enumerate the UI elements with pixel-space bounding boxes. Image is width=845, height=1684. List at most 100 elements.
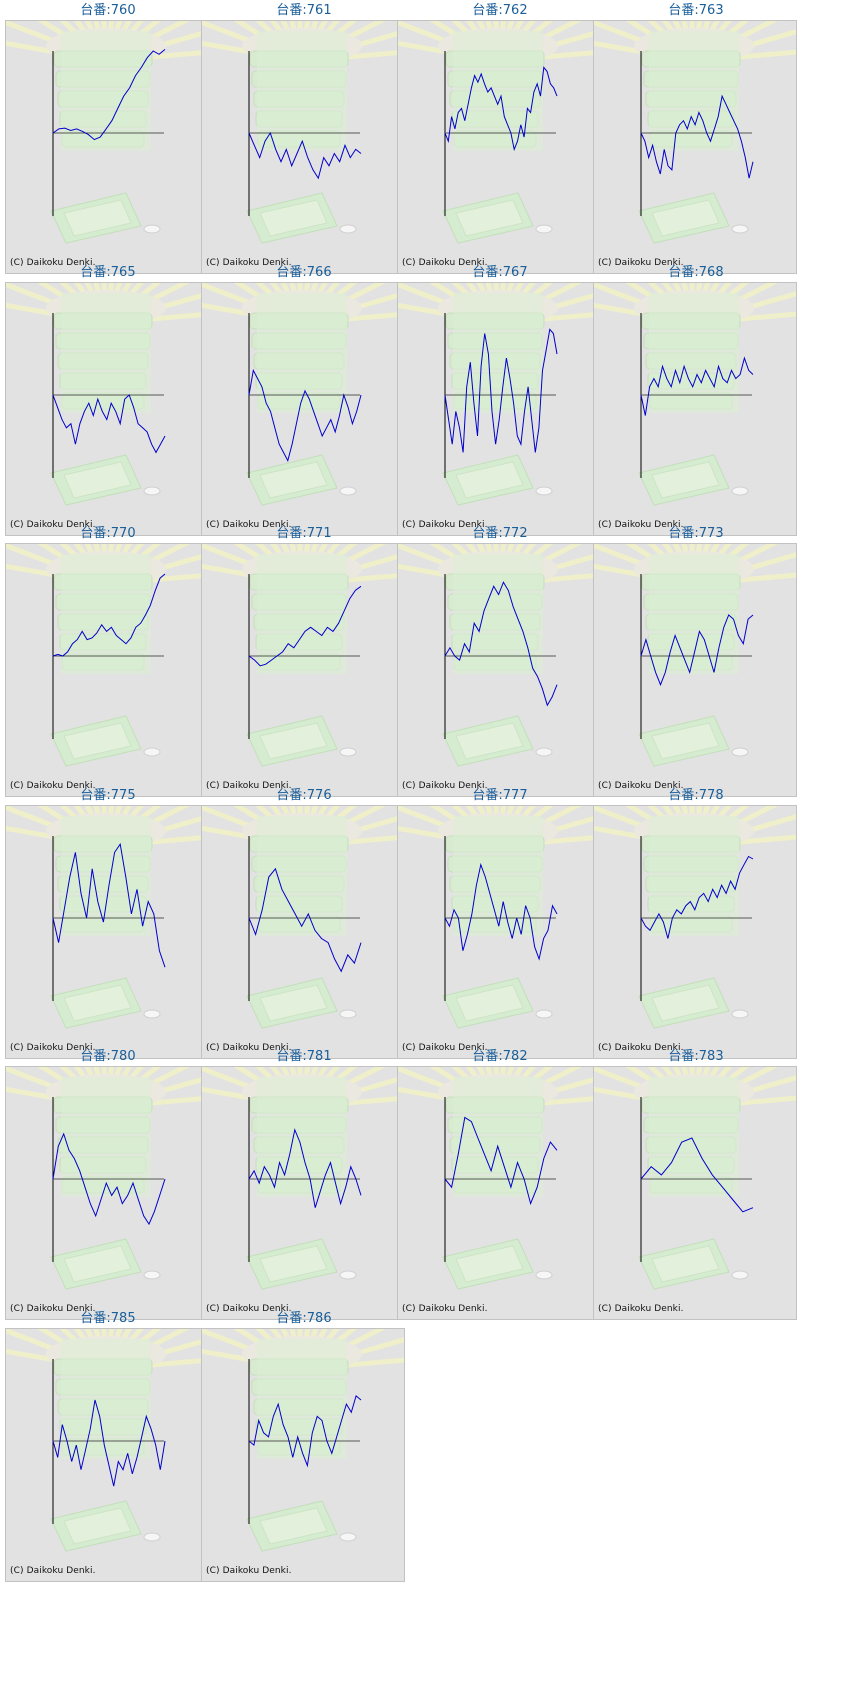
line-chart	[248, 51, 362, 216]
machine-graph-card: 台番:783 (C) Daikoku Denki.	[593, 1046, 799, 1326]
panel-background	[6, 805, 208, 1029]
machine-graph-card: 台番:785 (C) Daikoku Denki.	[5, 1308, 211, 1588]
machine-number-title[interactable]: 台番:783	[668, 1049, 724, 1064]
graph-panel: (C) Daikoku Denki.	[397, 20, 601, 274]
graph-panel: (C) Daikoku Denki.	[5, 804, 209, 1059]
graph-panel: (C) Daikoku Denki.	[5, 1066, 209, 1320]
machine-number-title[interactable]: 台番:760	[80, 3, 136, 18]
machine-number-title[interactable]: 台番:770	[80, 526, 136, 541]
copyright-text: (C) Daikoku Denki.	[402, 1304, 488, 1314]
panel-background	[6, 1067, 208, 1290]
data-series-line	[52, 842, 166, 967]
machine-graph-card: 台番:775 (C) Daikoku Denki.	[5, 785, 211, 1065]
machine-graph-card: 台番:765 (C) Daikoku Denki.	[5, 262, 211, 542]
panel-background	[202, 805, 404, 1029]
machine-number-title[interactable]: 台番:777	[472, 787, 528, 803]
panel-background	[202, 21, 404, 244]
data-series-line	[640, 614, 754, 687]
machine-number-title[interactable]: 台番:768	[668, 264, 724, 280]
line-chart	[248, 1097, 362, 1262]
machine-graph-card: 台番:762 (C) Daikoku Denki.	[397, 0, 603, 280]
data-series-line	[640, 1137, 754, 1213]
graph-panel: (C) Daikoku Denki.	[5, 281, 209, 536]
machine-graph-card: 台番:782 (C) Daikoku Denki.	[397, 1046, 603, 1326]
line-chart	[640, 51, 754, 216]
data-series-line	[52, 573, 166, 657]
line-chart	[248, 312, 362, 478]
data-series-line	[248, 867, 362, 972]
machine-graph-card: 台番:781 (C) Daikoku Denki.	[201, 1046, 407, 1326]
machine-number-title[interactable]: 台番:765	[80, 264, 136, 280]
machine-graph-card: 台番:767 (C) Daikoku Denki.	[397, 262, 603, 542]
copyright-text: (C) Daikoku Denki.	[598, 1304, 684, 1314]
line-chart	[444, 312, 558, 478]
copyright-text: (C) Daikoku Denki.	[206, 1565, 292, 1576]
data-series-line	[640, 855, 754, 939]
graph-panel: (C) Daikoku Denki.	[593, 20, 797, 274]
machine-graph-card: 台番:760 (C) Daikoku Denki.	[5, 0, 211, 280]
copyright-text: (C) Daikoku Denki.	[10, 1565, 96, 1576]
line-chart	[444, 574, 558, 739]
data-series-line	[52, 1132, 166, 1226]
graph-panel: (C) Daikoku Denki.	[397, 804, 601, 1059]
machine-number-title[interactable]: 台番:782	[472, 1049, 528, 1064]
graph-panel: (C) Daikoku Denki.	[397, 543, 601, 797]
graph-panel: (C) Daikoku Denki.	[593, 1066, 797, 1320]
panel-background	[202, 282, 404, 506]
copyright-text: (C) Daikoku Denki.	[10, 519, 96, 530]
graph-panel: (C) Daikoku Denki.	[201, 804, 405, 1059]
graph-panel: (C) Daikoku Denki.	[201, 281, 405, 536]
graph-panel: (C) Daikoku Denki.	[5, 543, 209, 797]
machine-number-title[interactable]: 台番:772	[472, 526, 528, 541]
line-chart	[640, 1097, 754, 1262]
data-series-line	[640, 355, 754, 416]
line-chart	[640, 835, 754, 1001]
machine-number-title[interactable]: 台番:786	[276, 1310, 332, 1326]
panel-background	[398, 805, 600, 1029]
line-chart	[52, 1097, 166, 1262]
panel-background	[398, 1067, 600, 1290]
machine-graph-card: 台番:770 (C) Daikoku Denki.	[5, 523, 211, 803]
data-series-line	[52, 49, 166, 141]
line-chart	[248, 1358, 362, 1524]
machine-graph-card: 台番:780 (C) Daikoku Denki.	[5, 1046, 211, 1326]
graph-panel: (C) Daikoku Denki.	[201, 1327, 405, 1582]
machine-graph-card: 台番:778 (C) Daikoku Denki.	[593, 785, 799, 1065]
machine-number-title[interactable]: 台番:780	[80, 1049, 136, 1064]
copyright-text: (C) Daikoku Denki.	[206, 781, 292, 791]
machine-graph-card: 台番:786 (C) Daikoku Denki.	[201, 1308, 407, 1588]
copyright-text: (C) Daikoku Denki.	[10, 781, 96, 791]
panel-background	[594, 21, 796, 244]
machine-number-title[interactable]: 台番:785	[80, 1310, 136, 1326]
machine-number-title[interactable]: 台番:761	[276, 3, 332, 18]
machine-number-title[interactable]: 台番:778	[668, 787, 724, 803]
panel-background	[594, 805, 796, 1029]
machine-number-title[interactable]: 台番:767	[472, 264, 528, 280]
panel-background	[594, 1067, 796, 1290]
machine-number-title[interactable]: 台番:776	[276, 787, 332, 803]
machine-number-title[interactable]: 台番:763	[668, 3, 724, 18]
machine-graph-card: 台番:772 (C) Daikoku Denki.	[397, 523, 603, 803]
data-series-line	[248, 1128, 362, 1208]
machine-number-title[interactable]: 台番:771	[276, 526, 332, 541]
data-series-line	[248, 1394, 362, 1468]
machine-graph-card: 台番:763 (C) Daikoku Denki.	[593, 0, 799, 280]
machine-number-title[interactable]: 台番:762	[472, 3, 528, 18]
line-chart	[52, 312, 166, 478]
panel-background	[202, 1328, 404, 1552]
data-series-line	[444, 1116, 558, 1206]
copyright-text: (C) Daikoku Denki.	[598, 781, 684, 791]
machine-number-title[interactable]: 台番:773	[668, 526, 724, 541]
data-series-line	[640, 94, 754, 179]
panel-background	[6, 282, 208, 506]
copyright-text: (C) Daikoku Denki.	[206, 258, 292, 268]
line-chart	[444, 835, 558, 1001]
machine-number-title[interactable]: 台番:781	[276, 1049, 332, 1064]
machine-number-title[interactable]: 台番:766	[276, 264, 332, 280]
machine-graph-card: 台番:777 (C) Daikoku Denki.	[397, 785, 603, 1065]
graph-panel: (C) Daikoku Denki.	[593, 804, 797, 1059]
machine-number-title[interactable]: 台番:775	[80, 787, 136, 803]
data-series-line	[248, 131, 362, 180]
line-chart	[52, 1358, 166, 1524]
graph-panel: (C) Daikoku Denki.	[397, 1066, 601, 1320]
